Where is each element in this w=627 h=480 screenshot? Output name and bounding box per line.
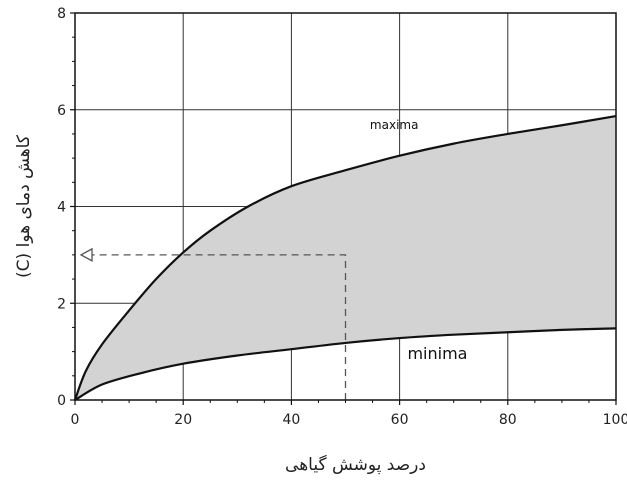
y-axis-ticks: 0 2 4 6 8 [57,6,75,409]
x-tick-label: 20 [174,412,192,428]
y-axis-label: کاهش دمای هوا (C) [14,134,34,278]
x-tick-label: 40 [282,412,300,428]
x-tick-label: 60 [391,412,409,428]
annotation-maxima: maxima [370,118,419,132]
x-tick-label: 0 [71,412,80,428]
area-band [75,116,616,400]
y-tick-label: 2 [57,296,66,312]
y-tick-label: 0 [57,393,66,409]
y-tick-label: 8 [57,6,66,22]
guide-dashed-line [89,254,347,400]
x-tick-label: 100 [603,412,627,428]
guide-arrow-icon [79,247,93,262]
minima-line [74,327,617,401]
x-axis-ticks: 0 20 40 60 80 100 [71,400,627,428]
annotation-minima: minima [407,344,467,363]
maxima-line [73,114,617,401]
x-tick-label: 80 [499,412,517,428]
y-tick-label: 6 [57,103,66,119]
y-tick-label: 4 [57,200,66,216]
x-axis-label: درصد پوشش گیاهی [285,454,426,475]
